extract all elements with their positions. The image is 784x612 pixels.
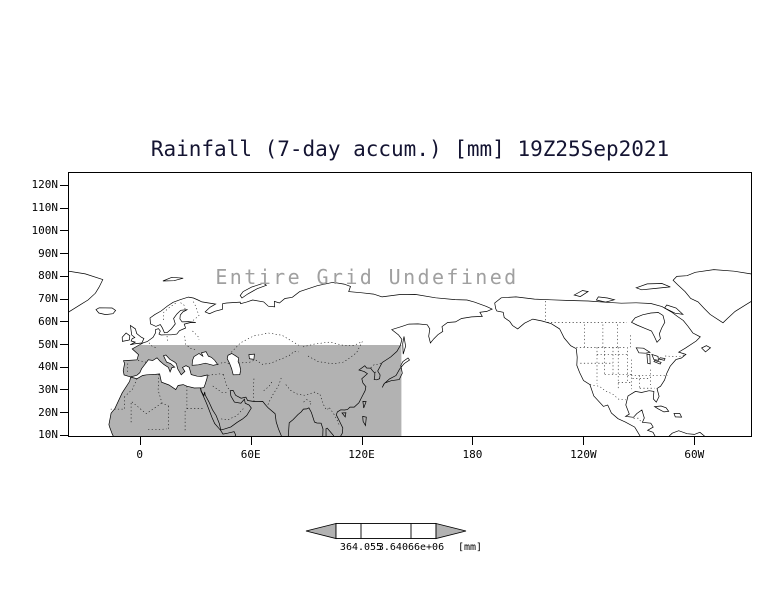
y-axis-label: 60N [38,314,58,328]
world-map [69,269,751,436]
x-axis-label: 180 [462,448,483,461]
y-axis-label: 30N [38,382,58,396]
y-axis-label: 40N [38,360,58,374]
y-axis-tick [60,434,68,436]
x-axis-label: 60W [684,448,705,461]
borders-layer [110,301,686,431]
colorbar [305,522,467,540]
y-axis-tick [60,366,68,368]
y-axis-tick [60,344,68,346]
coastlines-layer [69,269,751,436]
y-axis-tick [60,275,68,277]
plot-frame: Entire Grid Undefined [68,172,752,437]
y-axis-label: 80N [38,269,58,283]
x-axis-label: 60E [240,448,261,461]
y-axis-label: 90N [38,246,58,260]
x-axis-label: 120E [348,448,375,461]
y-axis-tick [60,412,68,414]
y-axis-tick [60,230,68,232]
x-axis-tick [139,437,141,445]
y-axis-tick [60,207,68,209]
y-axis-tick [60,389,68,391]
colorbar-max-label: 3.64066e+06 [377,542,445,553]
undefined-grid-message: Entire Grid Undefined [215,265,519,289]
y-axis-label: 120N [31,178,59,192]
colorbar-dividers [360,523,412,539]
y-axis-tick [60,184,68,186]
y-axis-label: 110N [31,201,59,215]
x-axis-tick [250,437,252,445]
x-axis-label: 120W [570,448,597,461]
plot-title: Rainfall (7-day accum.) [mm] 19Z25Sep202… [150,137,670,161]
y-axis-label: 10N [38,428,58,442]
y-axis-tick [60,298,68,300]
x-axis-label: 0 [136,448,144,461]
y-axis-tick [60,253,68,255]
colorbar-right-arrow [435,522,467,540]
x-axis-tick [361,437,363,445]
shade-layer [108,345,402,436]
y-axis-label: 20N [38,405,58,419]
colorbar-cells [335,523,437,539]
x-axis-tick [583,437,585,445]
y-axis-label: 100N [31,223,59,237]
y-axis-label: 50N [38,337,58,351]
lakes-layer [191,312,666,376]
colorbar-left-arrow [305,522,337,540]
y-axis-label: 70N [38,292,58,306]
x-axis-tick [694,437,696,445]
y-axis-tick [60,321,68,323]
colorbar-unit-label: [mm] [457,542,483,553]
colorbar-min-label: 364.055 [339,542,383,553]
x-axis-tick [472,437,474,445]
